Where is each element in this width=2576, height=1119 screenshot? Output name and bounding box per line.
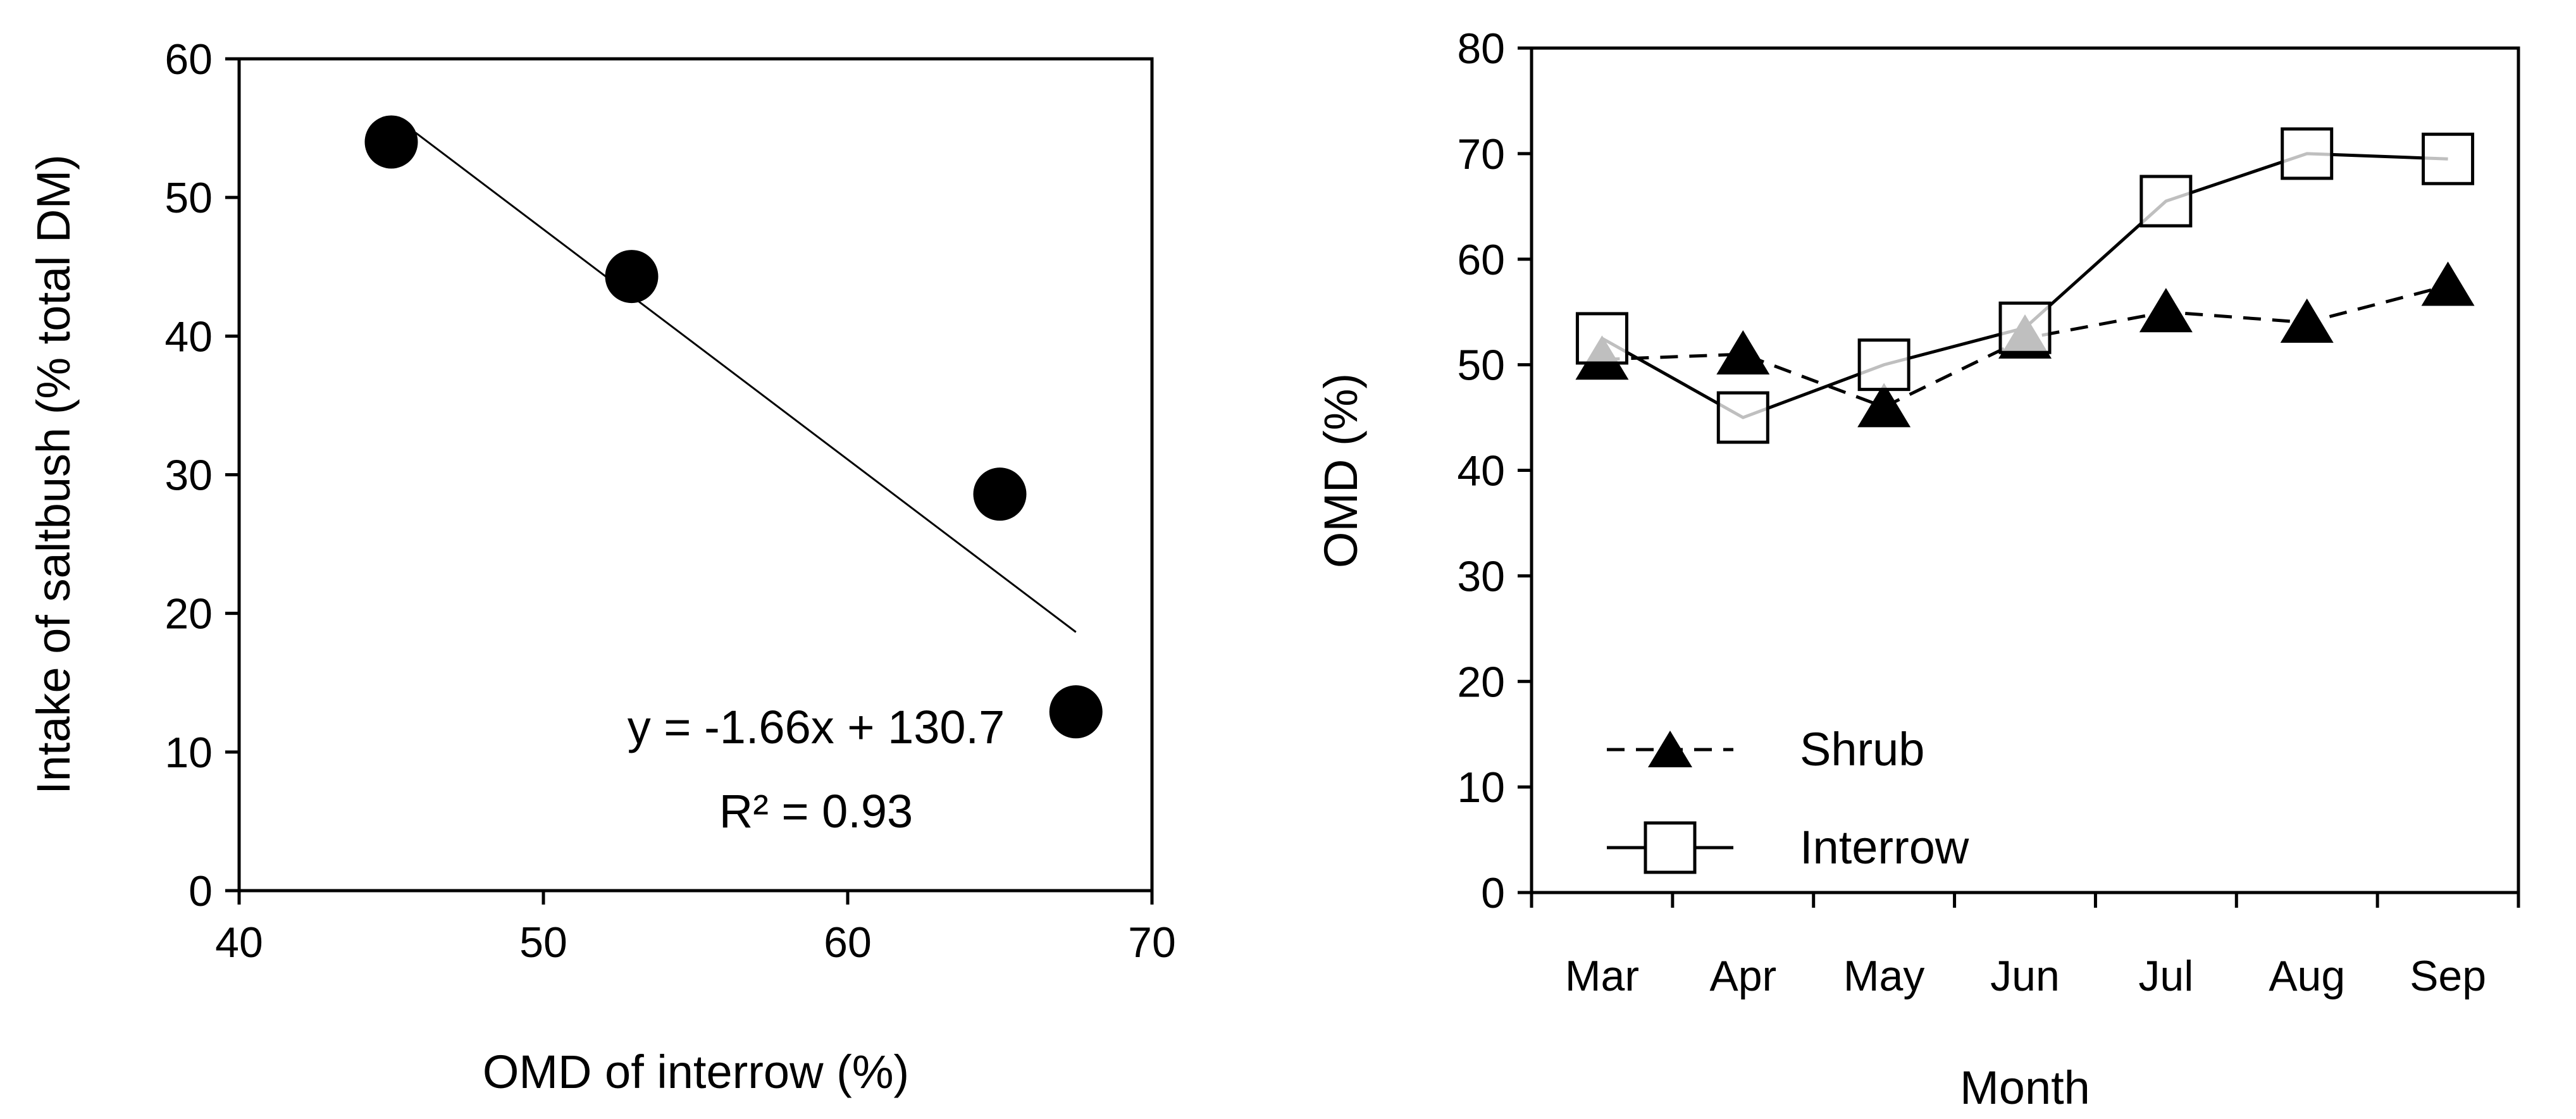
series-line-interrow [1601,152,2448,419]
scatter-point [364,115,418,169]
line-series [1575,127,2475,444]
interrow-point [2422,132,2475,185]
right-x-tick-label: Apr [1709,952,1776,1000]
interrow-point [1575,312,1628,365]
interrow-point [1857,338,1910,392]
shrub-point [2280,298,2334,343]
trendline [415,132,1077,633]
scatter-point [1049,685,1103,739]
left-x-tick-label: 60 [824,918,872,967]
right-x-tick-label: Jun [1990,952,2060,1000]
legend-interrow-marker [1644,821,1697,874]
shrub-point [1857,383,1911,428]
trendline-equation: y = -1.66x + 130.7 [628,701,1005,753]
right-x-tick-label: Sep [2410,952,2486,1000]
left-y-tick-label: 0 [189,867,213,915]
right-y-axis-title: OMD (%) [1315,373,1367,568]
right-x-tick-label: Aug [2269,952,2345,1000]
legend-interrow-label: Interrow [1800,821,1969,874]
scatter-point [973,467,1027,521]
left-y-tick-label: 40 [164,312,213,361]
legend-shrub-label: Shrub [1800,723,1924,776]
right-x-axis-title: Month [1960,1061,2090,1114]
right-x-axis-ticks: Mar Apr May Jun Jul Aug Sep [1530,893,2520,1000]
interrow-point [1716,391,1769,444]
interrow-point [2281,127,2334,180]
left-x-tick-label: 70 [1128,918,1176,967]
right-y-tick-label: 60 [1457,236,1505,284]
left-y-axis-title: Intake of saltbush (% total DM) [27,154,80,794]
left-scatter-chart: 0 10 20 30 40 50 60 40 50 60 70 y = -1.66x + 130.… [27,35,1176,1098]
shrub-point [1716,330,1770,374]
left-x-tick-label: 50 [519,918,567,967]
left-y-tick-label: 10 [164,729,213,777]
right-x-tick-label: Jul [2138,952,2193,1000]
scatter-points [364,115,1103,739]
right-y-tick-label: 50 [1457,342,1505,390]
right-x-tick-label: Mar [1565,952,1639,1000]
right-y-tick-label: 80 [1457,25,1505,73]
left-y-tick-label: 20 [164,590,213,638]
legend-shrub-marker [1648,731,1692,767]
right-y-tick-label: 0 [1481,869,1505,917]
shrub-point [2421,261,2475,306]
right-y-tick-label: 10 [1457,764,1505,812]
right-y-tick-label: 70 [1457,130,1505,178]
scatter-point [605,250,659,304]
right-y-tick-label: 30 [1457,552,1505,600]
r-squared-label: R² = 0.93 [719,785,913,838]
left-x-axis-ticks: 40 50 60 70 [215,891,1176,967]
left-y-tick-label: 60 [164,35,213,83]
left-y-axis-ticks: 0 10 20 30 40 50 60 [164,35,239,915]
right-y-axis-ticks: 0 10 20 30 40 50 60 70 80 [1457,25,1532,917]
left-x-tick-label: 40 [215,918,263,967]
left-y-tick-label: 50 [164,174,213,222]
left-x-axis-title: OMD of interrow (%) [483,1046,909,1098]
right-y-tick-label: 20 [1457,658,1505,706]
legend: Shrub Interrow [1607,723,1969,874]
shrub-point [2139,288,2193,333]
interrow-point [2139,175,2193,228]
left-y-tick-label: 30 [164,452,213,500]
interrow-point [1998,301,2052,354]
right-x-tick-label: May [1843,952,1924,1000]
right-y-tick-label: 40 [1457,447,1505,495]
